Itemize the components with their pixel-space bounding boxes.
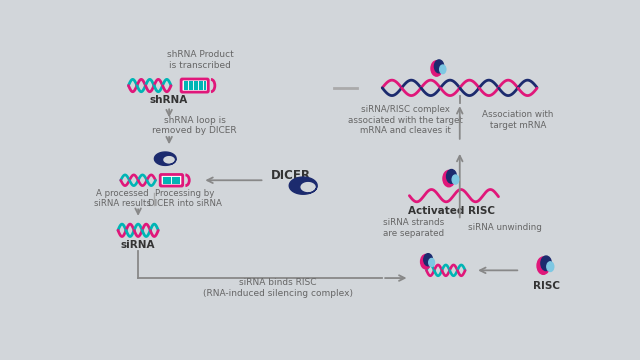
Ellipse shape (452, 175, 459, 184)
Ellipse shape (431, 61, 442, 76)
Polygon shape (289, 177, 317, 194)
Ellipse shape (429, 258, 435, 266)
Ellipse shape (435, 60, 444, 73)
FancyBboxPatch shape (160, 175, 182, 186)
Text: siRNA unwinding: siRNA unwinding (468, 224, 541, 233)
Ellipse shape (547, 262, 554, 271)
Text: shRNA: shRNA (150, 95, 188, 105)
Text: siRNA/RISC complex
associated with the target
mRNA and cleaves it: siRNA/RISC complex associated with the t… (348, 105, 463, 135)
Text: shRNA Product
is transcribed: shRNA Product is transcribed (167, 50, 234, 70)
Text: Activated RISC: Activated RISC (408, 206, 495, 216)
Text: Association with
target mRNA: Association with target mRNA (482, 111, 554, 130)
Text: Processing by
DICER into siRNA: Processing by DICER into siRNA (148, 189, 221, 208)
Polygon shape (154, 152, 176, 165)
Text: DICER: DICER (271, 169, 311, 182)
Ellipse shape (537, 257, 550, 274)
Text: siRNA binds RISC
(RNA-induced silencing complex): siRNA binds RISC (RNA-induced silencing … (203, 278, 353, 298)
Text: siRNA strands
are separated: siRNA strands are separated (383, 218, 444, 238)
Text: A processed
siRNA results: A processed siRNA results (94, 189, 151, 208)
Ellipse shape (420, 255, 431, 269)
Ellipse shape (541, 256, 551, 271)
Ellipse shape (443, 170, 455, 187)
Ellipse shape (447, 170, 456, 183)
FancyBboxPatch shape (181, 79, 208, 92)
Ellipse shape (424, 254, 433, 266)
Text: RISC: RISC (533, 281, 560, 291)
Ellipse shape (440, 65, 446, 74)
Text: siRNA: siRNA (121, 240, 156, 250)
Text: shRNA loop is
removed by DICER: shRNA loop is removed by DICER (152, 116, 237, 135)
